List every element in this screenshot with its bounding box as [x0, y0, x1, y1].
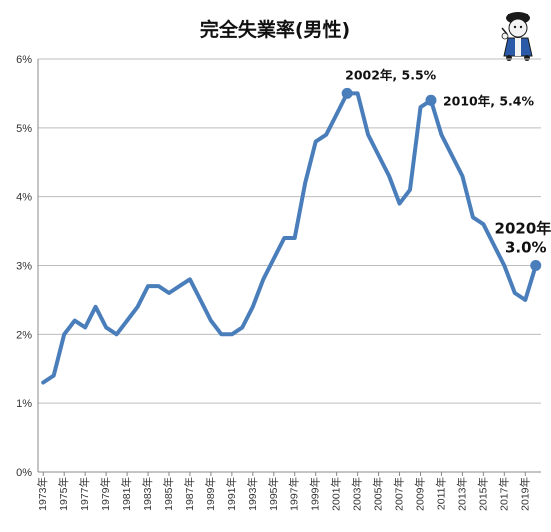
x-tick-label: 1981年	[120, 477, 133, 511]
x-tick-label: 2017年	[497, 477, 510, 511]
x-tick-label: 1979年	[99, 477, 112, 511]
data-label: 2020年,	[495, 220, 551, 238]
x-tick-label: 2007年	[393, 477, 406, 511]
x-tick-label: 1985年	[162, 477, 175, 511]
data-point-marker	[530, 260, 542, 271]
x-tick-label: 2019年	[518, 477, 531, 511]
data-point-marker	[341, 87, 353, 99]
grid	[38, 58, 541, 404]
x-tick-label: 1991年	[225, 477, 238, 511]
x-tick-label: 1997年	[288, 477, 301, 511]
x-tick-label: 2015年	[476, 477, 489, 511]
x-tick-label: 1987年	[183, 477, 196, 511]
y-tick-label: 0%	[16, 467, 32, 479]
data-label: 2010年, 5.4%	[443, 93, 535, 108]
x-tick-label: 1989年	[204, 477, 217, 511]
x-tick-label: 2003年	[351, 477, 364, 511]
x-tick-label: 1999年	[309, 477, 322, 511]
x-tick-label: 2011年	[434, 477, 447, 510]
series-line	[41, 91, 538, 385]
x-tick-label: 1993年	[246, 477, 259, 511]
chart-title: 完全失業率(男性)	[200, 18, 350, 41]
y-tick-label: 6%	[16, 54, 32, 66]
x-tick-label: 1983年	[141, 477, 154, 511]
x-tick-label: 1975年	[57, 477, 70, 511]
y-tick-label: 1%	[16, 398, 32, 410]
x-tick-label: 1973年	[36, 477, 49, 511]
series-layer	[41, 91, 538, 385]
x-tick-label: 2013年	[455, 477, 468, 511]
data-label: 2002年, 5.5%	[345, 67, 437, 82]
x-tick-label: 1995年	[267, 477, 280, 511]
y-tick-label: 2%	[16, 329, 32, 341]
x-tick-label: 2009年	[413, 477, 426, 511]
axes: 0% 1% 2% 3% 4% 5% 6% 1973年 1975年 1977年 1979年 1981年 1…	[16, 54, 541, 511]
data-point-marker	[425, 94, 437, 106]
annotations: 2002年, 5.5% 2010年, 5.4% 2020年,3.0%	[341, 67, 551, 271]
x-tick-label: 2005年	[372, 477, 385, 511]
mascot-icon	[501, 12, 533, 61]
x-tick-label: 1977年	[78, 477, 91, 511]
x-tick-label: 2001年	[330, 477, 343, 511]
data-label: 3.0%	[505, 239, 547, 257]
y-tick-label: 4%	[16, 192, 32, 204]
y-tick-label: 3%	[16, 261, 32, 273]
y-tick-label: 5%	[16, 123, 32, 135]
